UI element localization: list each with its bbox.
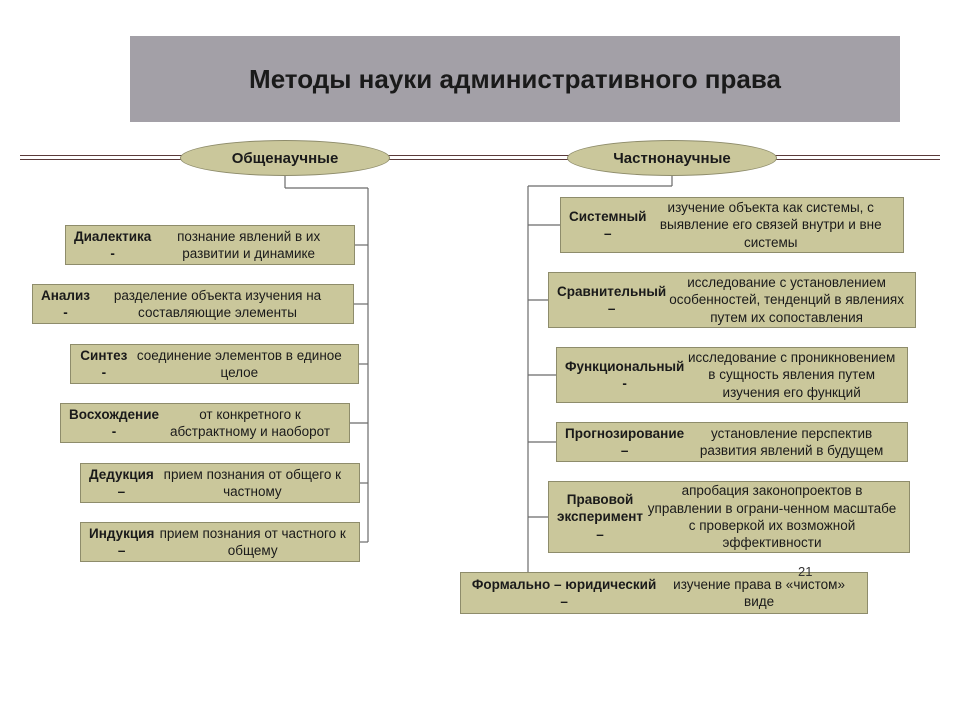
left-method-box-2: Синтез - соединение элементов в единое ц… bbox=[70, 344, 359, 384]
right-method-box-4: Правовой эксперимент – апробация законоп… bbox=[548, 481, 910, 553]
divider-line-bottom bbox=[20, 159, 940, 160]
left-method-box-1: Анализ - разделение объекта изучения на … bbox=[32, 284, 354, 324]
slide-title: Методы науки административного права bbox=[130, 36, 900, 122]
right-method-box-1: Сравнительный – исследование с установле… bbox=[548, 272, 916, 328]
right-method-box-3: Прогнозирование – установление перспекти… bbox=[556, 422, 908, 462]
category-general: Общенаучные bbox=[180, 140, 390, 176]
right-method-box-2: Функциональный - исследование с проникно… bbox=[556, 347, 908, 403]
right-method-box-0: Системный – изучение объекта как системы… bbox=[560, 197, 904, 253]
category-special: Частнонаучные bbox=[567, 140, 777, 176]
page-number: 21 bbox=[798, 564, 812, 579]
divider-line-top bbox=[20, 155, 940, 156]
left-method-box-5: Индукция – прием познания от частного к … bbox=[80, 522, 360, 562]
left-method-box-0: Диалектика - познание явлений в их разви… bbox=[65, 225, 355, 265]
left-method-box-4: Дедукция – прием познания от общего к ча… bbox=[80, 463, 360, 503]
left-method-box-3: Восхождение - от конкретного к абстрактн… bbox=[60, 403, 350, 443]
